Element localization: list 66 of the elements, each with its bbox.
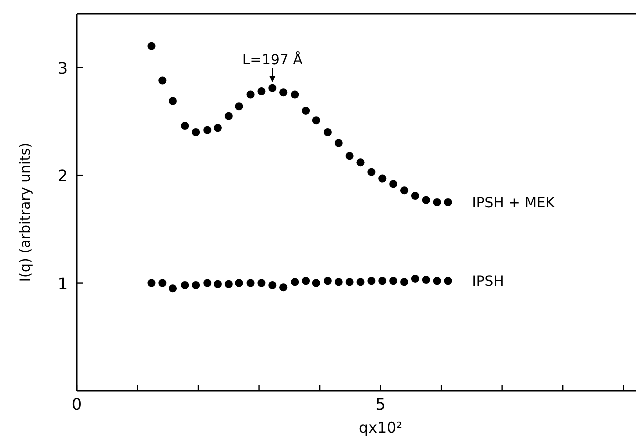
- point: [378, 277, 387, 286]
- point: [158, 76, 167, 85]
- x-tick-label: 0: [72, 395, 82, 414]
- point: [444, 277, 452, 286]
- point: [324, 128, 332, 136]
- point: [204, 279, 212, 288]
- point: [312, 279, 320, 288]
- point: [400, 278, 408, 286]
- point: [268, 281, 277, 290]
- point: [411, 274, 420, 283]
- point: [258, 279, 266, 288]
- x-axis-title: qx10²: [359, 419, 403, 437]
- point: [280, 284, 288, 292]
- point: [258, 88, 266, 96]
- point: [312, 116, 320, 125]
- point: [192, 128, 200, 136]
- point: [181, 122, 190, 130]
- point: [268, 84, 277, 92]
- point: [181, 281, 190, 290]
- point: [235, 279, 244, 288]
- point: [302, 106, 310, 115]
- point: [422, 276, 430, 284]
- point: [368, 277, 376, 286]
- point: [224, 280, 233, 288]
- point: [280, 88, 288, 97]
- point: [214, 280, 222, 288]
- point: [378, 174, 387, 183]
- point: [204, 126, 212, 134]
- point: [192, 281, 200, 290]
- point: [400, 186, 408, 195]
- point: [334, 139, 343, 148]
- point: [291, 278, 300, 286]
- y-tick-label: 1: [58, 274, 68, 294]
- point: [302, 277, 310, 286]
- y-tick-label: 2: [58, 166, 68, 186]
- point: [346, 278, 354, 286]
- y-tick-label: 3: [58, 58, 68, 78]
- annotation: L=197 Å: [242, 51, 304, 68]
- point: [390, 277, 398, 286]
- point: [324, 277, 332, 286]
- point: [246, 279, 255, 288]
- point: [390, 180, 398, 188]
- point: [356, 278, 365, 286]
- point: [368, 168, 376, 176]
- x-tick-label: 5: [376, 395, 386, 414]
- point: [433, 277, 442, 286]
- point: [444, 198, 452, 206]
- point: [235, 102, 244, 111]
- point: [214, 124, 222, 132]
- point: [148, 279, 156, 288]
- point: [291, 90, 300, 99]
- point: [224, 112, 233, 120]
- point: [411, 192, 420, 200]
- point: [246, 90, 255, 99]
- point: [169, 97, 177, 106]
- point: [169, 284, 177, 293]
- point: [422, 196, 430, 204]
- point: [334, 278, 343, 286]
- series-label: IPSH + MEK: [472, 196, 556, 212]
- point: [158, 279, 167, 288]
- point: [433, 198, 442, 206]
- point: [148, 42, 156, 50]
- series-label: IPSH: [472, 274, 504, 290]
- point: [346, 152, 354, 160]
- point: [356, 158, 365, 167]
- y-axis-title: I(q) (arbitrary units): [18, 142, 34, 282]
